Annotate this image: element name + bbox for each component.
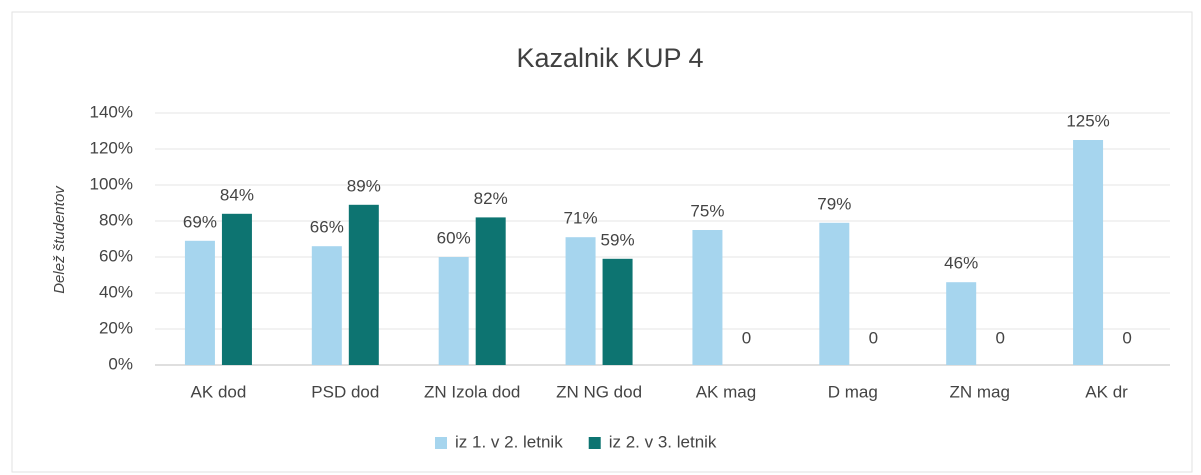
x-tick-label: ZN mag xyxy=(949,382,1009,401)
chart-frame xyxy=(11,11,1193,473)
data-label: 0 xyxy=(995,328,1004,347)
x-tick-label: AK mag xyxy=(696,382,756,401)
y-tick-label: 60% xyxy=(99,246,133,265)
bar xyxy=(819,222,850,365)
x-tick-label: ZN NG dod xyxy=(556,382,642,401)
x-tick-label: AK dod xyxy=(191,382,247,401)
data-label: 66% xyxy=(310,218,344,237)
bar xyxy=(602,258,633,365)
data-label: 71% xyxy=(564,209,598,228)
x-tick-label: PSD dod xyxy=(311,382,379,401)
y-axis-label: Delež študentov xyxy=(51,185,68,294)
x-tick-label: ZN Izola dod xyxy=(424,382,520,401)
data-label: 0 xyxy=(742,328,751,347)
data-label: 84% xyxy=(220,185,254,204)
y-tick-label: 80% xyxy=(99,210,133,229)
data-label: 89% xyxy=(347,176,381,195)
data-label: 82% xyxy=(474,189,508,208)
data-label: 59% xyxy=(601,230,635,249)
bar xyxy=(438,257,469,365)
x-tick-label: AK dr xyxy=(1085,382,1128,401)
y-tick-label: 40% xyxy=(99,282,133,301)
bar xyxy=(565,237,596,365)
legend-swatch xyxy=(435,437,447,449)
data-label: 69% xyxy=(183,212,217,231)
data-label: 125% xyxy=(1066,111,1109,130)
data-label: 75% xyxy=(690,201,724,220)
data-label: 60% xyxy=(437,228,471,247)
legend-swatch xyxy=(588,437,601,449)
y-tick-label: 20% xyxy=(99,318,133,337)
bar xyxy=(221,213,252,365)
y-tick-label: 140% xyxy=(90,102,133,121)
bar xyxy=(1073,140,1104,365)
legend-label: iz 2. v 3. letnik xyxy=(609,432,717,451)
bar xyxy=(311,246,342,365)
bar xyxy=(692,230,723,365)
data-label: 0 xyxy=(869,328,878,347)
bar xyxy=(348,204,379,365)
data-label: 0 xyxy=(1122,328,1131,347)
chart-title: Kazalnik KUP 4 xyxy=(516,43,703,73)
bar xyxy=(475,217,506,365)
x-tick-label: D mag xyxy=(828,382,878,401)
data-label: 46% xyxy=(944,254,978,273)
y-tick-label: 120% xyxy=(90,138,133,157)
bar xyxy=(184,240,215,365)
bar xyxy=(946,282,977,365)
data-label: 79% xyxy=(817,194,851,213)
y-tick-label: 100% xyxy=(90,174,133,193)
legend-label: iz 1. v 2. letnik xyxy=(455,432,563,451)
y-tick-label: 0% xyxy=(108,354,133,373)
